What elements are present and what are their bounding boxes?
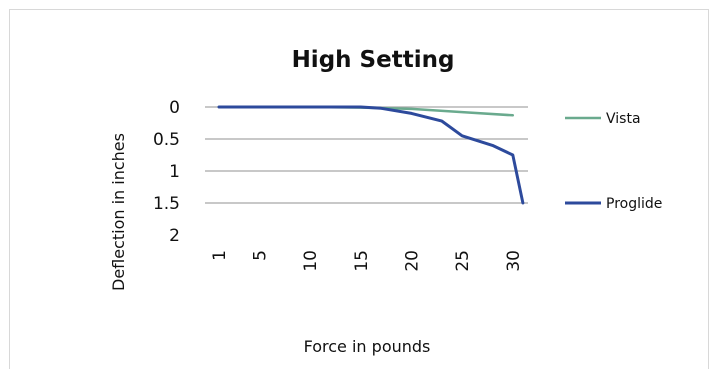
chart-frame [9,9,709,369]
y-tick-label: 2 [169,226,180,246]
x-tick-labels: 1 5 10 15 20 25 30 [210,250,524,272]
chart-title: High Setting [292,47,455,73]
y-tick-label: 0 [169,98,180,118]
gridlines [205,106,528,204]
x-tick-label: 30 [504,250,524,272]
y-tick-label: 1 [169,162,180,182]
x-tick-label: 25 [453,250,473,272]
y-tick-label: 0.5 [153,130,180,150]
series-line-proglide [217,105,525,205]
y-tick-label: 1.5 [153,194,180,214]
x-tick-label: 5 [251,250,271,261]
series-lines [217,105,525,205]
x-tick-label: 10 [301,250,321,272]
y-axis-label: Deflection in inches [109,133,128,291]
x-tick-label: 20 [402,250,422,272]
x-tick-label: 1 [210,250,230,261]
y-tick-labels: 0 0.5 1 1.5 2 [153,98,180,246]
x-tick-label: 15 [352,250,372,272]
x-axis-label: Force in pounds [304,337,431,356]
legend: Vista Proglide [565,111,662,212]
legend-label: Vista [606,111,641,127]
legend-label: Proglide [606,196,662,212]
